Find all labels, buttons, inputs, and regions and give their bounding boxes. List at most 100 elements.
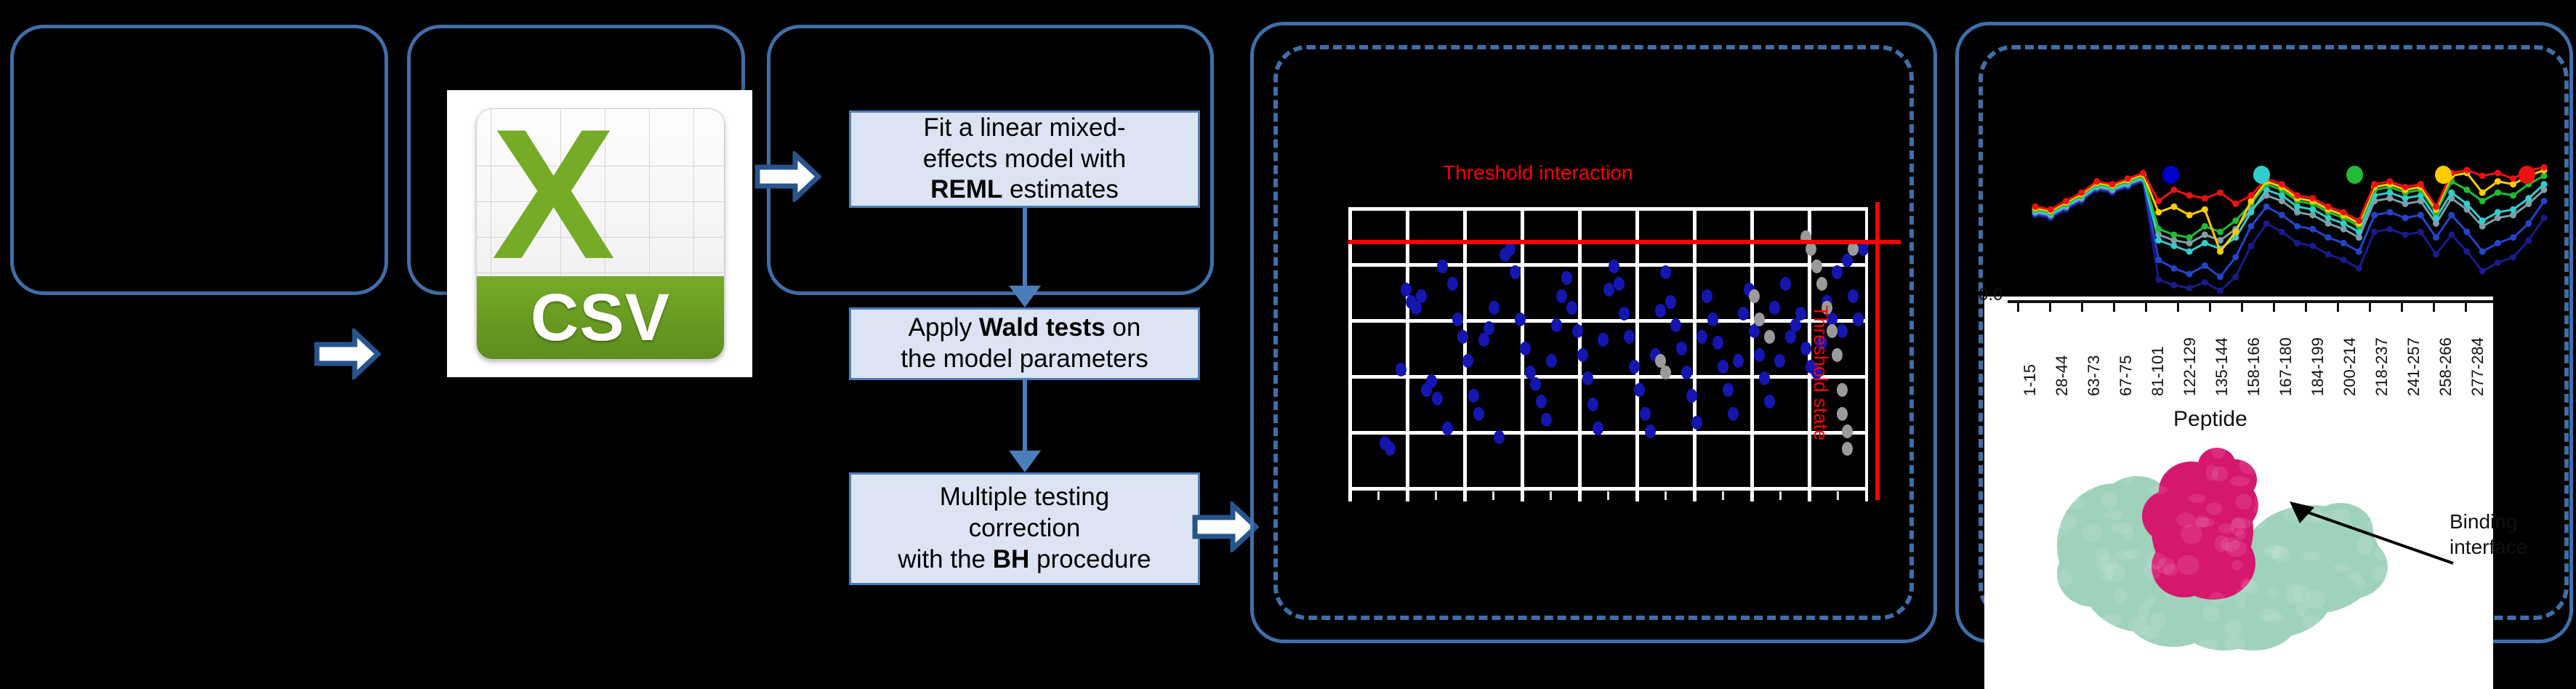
scatter-point [1609, 259, 1619, 273]
line-point [2109, 181, 2116, 188]
line-point [2247, 243, 2254, 249]
line-point [2541, 172, 2548, 179]
line-point [2279, 229, 2285, 235]
scatter-point [1546, 354, 1557, 368]
line-point [2386, 195, 2393, 201]
line-point [2463, 187, 2470, 193]
line-point [2371, 211, 2378, 218]
peptide-axis-tick [2177, 303, 2179, 312]
line-point [2433, 204, 2439, 210]
scatter-point [1853, 313, 1864, 326]
line-point [2479, 198, 2486, 204]
line-point [2232, 201, 2239, 207]
line-point [2217, 288, 2223, 294]
line-point [2032, 204, 2039, 210]
scatter-point [1712, 336, 1723, 350]
line-point [2418, 229, 2424, 235]
protein-blob [2286, 584, 2302, 604]
mbox3-pre: with the [898, 545, 992, 573]
line-point [2325, 220, 2332, 227]
line-point [2294, 192, 2301, 198]
line-point [2479, 217, 2486, 224]
line-point [2433, 251, 2439, 257]
method-box-model-fit: Fit a linear mixed- effects model with R… [849, 110, 1200, 208]
protein-blob [2211, 440, 2226, 459]
line-point [2479, 223, 2486, 230]
line-point [2309, 195, 2316, 201]
threshold-interaction-label: Threshold interaction [1443, 161, 1633, 185]
line-point [2325, 234, 2332, 241]
peptide-line-chart [2006, 142, 2566, 298]
scatter-point [1640, 407, 1651, 421]
protein-blob [2189, 494, 2205, 504]
csv-format-label: CSV [531, 280, 670, 356]
scatter-point [1489, 301, 1500, 315]
protein-blob [2253, 515, 2266, 528]
legend-dot [2435, 166, 2452, 184]
scatter-point [1759, 371, 1770, 385]
connector-line-1 [1023, 208, 1027, 288]
line-point [2232, 217, 2239, 224]
scatter-point [1432, 392, 1443, 406]
line-point [2186, 240, 2193, 246]
protein-blob [2255, 492, 2268, 507]
method-box-multiple-testing: Multiple testing correction with the BH … [849, 472, 1200, 585]
peptide-axis-tick [2081, 303, 2083, 312]
axis-tick [1607, 491, 1609, 500]
protein-blob [2181, 524, 2202, 544]
line-point [2155, 257, 2162, 263]
csv-file-icon: X CSV [447, 90, 752, 377]
line-point [2402, 231, 2409, 238]
axis-tick [1492, 491, 1494, 500]
line-point [2202, 262, 2208, 269]
line-point [2202, 223, 2208, 230]
line-chart-svg [2006, 142, 2566, 298]
line-point [2402, 195, 2409, 201]
peptide-axis-tick [2017, 303, 2019, 312]
csv-icon-body: X CSV [476, 108, 725, 360]
line-point [2510, 181, 2516, 188]
protein-blob [2369, 478, 2389, 497]
line-point [2186, 211, 2193, 218]
scatter-point [1655, 304, 1666, 318]
line-point [2356, 265, 2362, 272]
pipeline-stage-input [10, 25, 388, 295]
connector-arrowhead-1 [1009, 286, 1041, 307]
scatter-point [1515, 313, 1526, 326]
scatter-point [1619, 307, 1630, 321]
protein-blob [2398, 462, 2412, 481]
peptide-tick-labels: 1-15 28-44 63-73 67-75 81-101 122-129 135-144 1… [2005, 305, 2493, 398]
line-point [2433, 214, 2439, 221]
line-point [2325, 251, 2332, 257]
line-point [2170, 187, 2177, 193]
protein-blob [2218, 523, 2234, 533]
protein-blob [2071, 479, 2093, 493]
scatter-point [1702, 289, 1712, 303]
protein-blob [2082, 525, 2103, 542]
line-point [2479, 190, 2486, 196]
line-point [2402, 214, 2409, 221]
line-point [2510, 175, 2516, 182]
line-point [2495, 209, 2501, 216]
mbox3-emphasis: BH [993, 545, 1030, 573]
line-point [2418, 211, 2424, 218]
line-point [2479, 268, 2486, 275]
line-point [2495, 170, 2501, 177]
scatter-point [1718, 360, 1728, 374]
mbox1-line1: Fit a linear mixed- [923, 113, 1125, 142]
protein-blob [2202, 605, 2219, 622]
peptide-tick-label: 122-129 [2181, 337, 2199, 396]
line-point [2402, 201, 2409, 207]
line-point [2263, 204, 2270, 210]
line-point [2309, 211, 2316, 218]
line-point [2202, 240, 2208, 246]
protein-blob [2064, 456, 2078, 466]
line-point [2170, 204, 2177, 210]
axis-tick [1665, 491, 1667, 500]
peptide-tick-label: 158-166 [2245, 337, 2263, 396]
line-point [2294, 240, 2301, 246]
flow-arrow-3 [1192, 501, 1259, 552]
scatter-point [1681, 366, 1692, 379]
legend-dot [2253, 166, 2270, 184]
protein-blob [2195, 517, 2215, 527]
